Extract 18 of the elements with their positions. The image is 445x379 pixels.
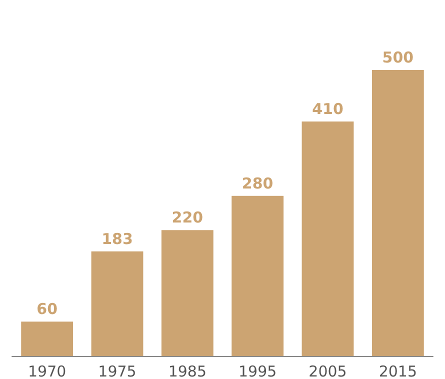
data-label: 410: [312, 100, 344, 118]
data-label: 500: [382, 48, 414, 66]
x-tick-label: 2015: [378, 362, 418, 379]
data-label: 183: [102, 230, 133, 248]
bar: [232, 196, 284, 356]
bar: [161, 230, 214, 356]
bar: [21, 322, 74, 356]
x-tick-label: 1970: [28, 362, 66, 379]
bar: [372, 70, 424, 356]
x-tick-label: 2005: [308, 362, 347, 379]
data-label: 220: [172, 208, 204, 227]
x-tick-label: 1975: [98, 362, 136, 379]
data-label: 60: [36, 300, 58, 318]
bar: [91, 251, 144, 356]
x-tick-label: 1995: [238, 362, 277, 379]
bar: [302, 121, 354, 356]
data-label: 280: [242, 174, 274, 192]
x-tick-label: 1985: [168, 362, 207, 379]
